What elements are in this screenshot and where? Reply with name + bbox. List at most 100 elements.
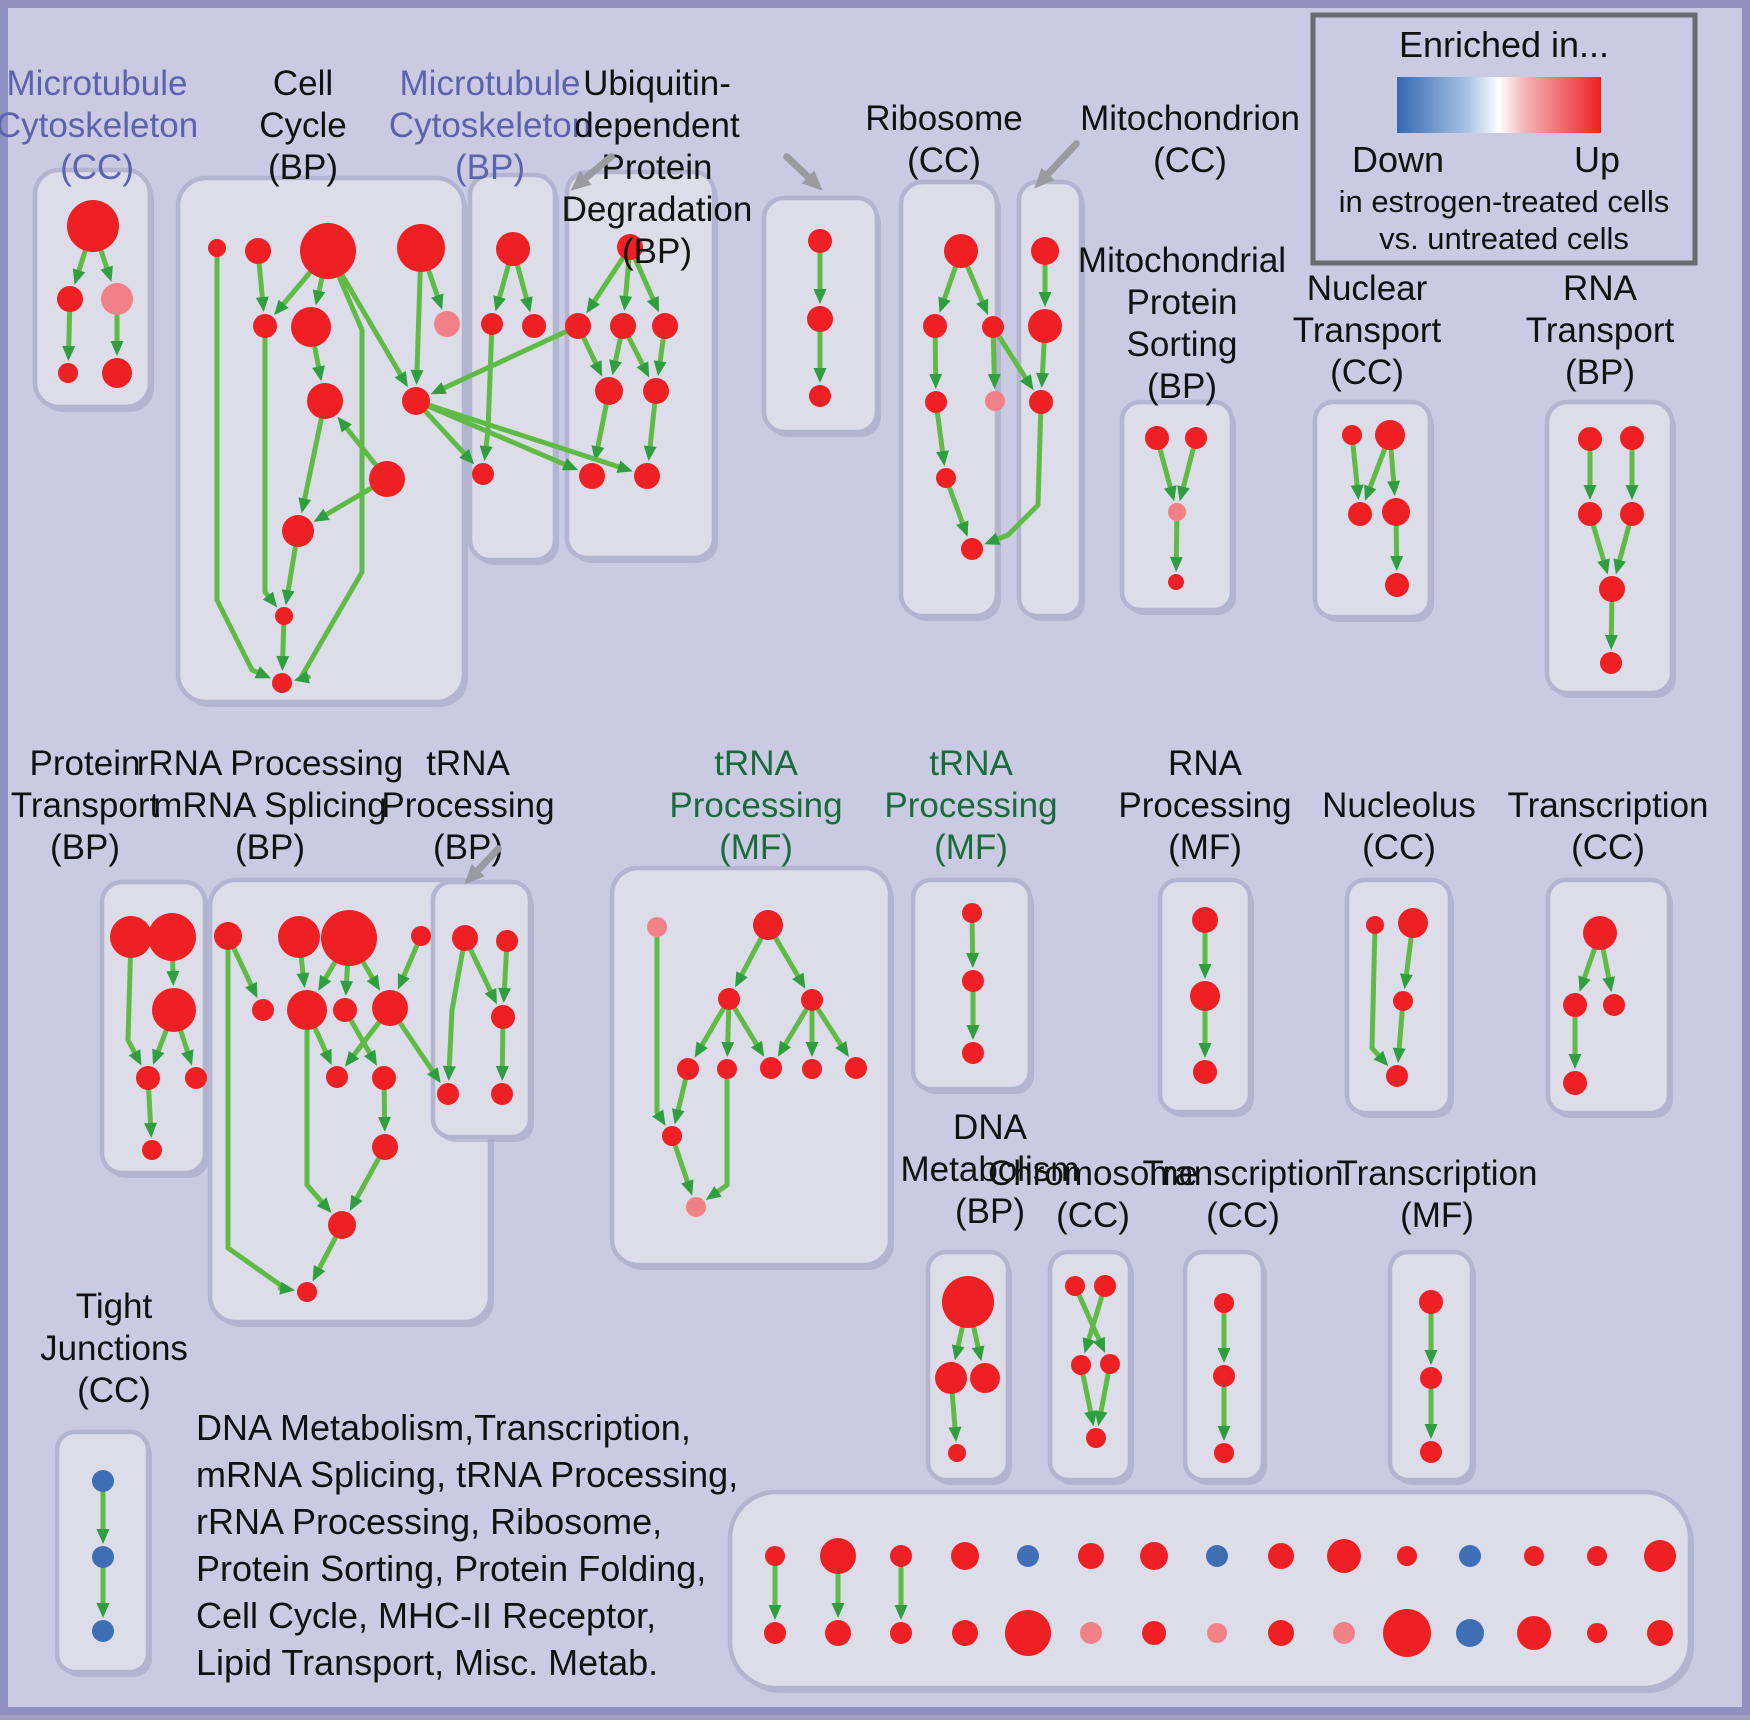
go-term-node-rna_tr.a [1578, 427, 1602, 451]
legend-up-label: Up [1574, 139, 1620, 180]
go-term-node-nuc_tr.d [1382, 498, 1410, 526]
go-term-node-mps.p [1168, 503, 1186, 521]
go-term-node-chromosome.d [1100, 1354, 1120, 1374]
go-term-node-trna_mf1.mr [801, 989, 823, 1011]
go-term-node-trna_bp.bl [437, 1083, 459, 1105]
go-term-node-nuc_tr.b [1375, 420, 1405, 450]
edge-line [1399, 1012, 1402, 1048]
go-term-node-cell_cycle.c2 [245, 238, 271, 264]
go-term-node-rrna.g [372, 1134, 398, 1160]
go-term-node-chromosome.e [1086, 1428, 1106, 1448]
go-term-node-tr_cc2.c [1603, 994, 1625, 1016]
edge-line [952, 1395, 955, 1427]
edge-line [1176, 522, 1177, 557]
go-term-node-tight_j.b [92, 1546, 114, 1568]
go-term-node-ubiq.z1 [579, 463, 605, 489]
edge-line [315, 348, 319, 367]
go-term-node-mps.c [1168, 574, 1184, 590]
go-term-node-rrna.i [297, 1282, 317, 1302]
go-term-node-cell_cycle.c9 [282, 515, 314, 547]
strip-node-bottom-4 [1005, 1610, 1051, 1656]
go-term-node-cell_cycle.c6 [291, 307, 331, 347]
edge-line [728, 1011, 729, 1042]
cluster-box-nuc_tr [1315, 402, 1430, 617]
go-term-node-rrna.e4 [372, 990, 408, 1026]
go-term-node-tr_mf.a [1419, 1290, 1443, 1314]
strip-node-top-3 [951, 1542, 979, 1570]
strip-node-top-10 [1397, 1546, 1417, 1566]
go-term-node-rrna.e2 [287, 990, 327, 1030]
go-term-node-rrna.a [214, 922, 242, 950]
strip-node-top-4 [1017, 1545, 1039, 1567]
go-term-node-tr_cc2.b [1563, 993, 1587, 1017]
strip-node-top-7 [1206, 1545, 1228, 1567]
strip-node-top-11 [1459, 1545, 1481, 1567]
go-term-node-tr_cc3.b [1213, 1365, 1235, 1387]
go-term-node-trna_mf1.b2 [717, 1059, 737, 1079]
go-term-node-rrna.f1 [326, 1066, 348, 1088]
go-term-node-rrna.c [321, 910, 377, 966]
edge-line [259, 265, 262, 297]
go-term-node-chain.c [809, 385, 831, 407]
strip-node-bottom-3 [952, 1620, 978, 1646]
go-term-node-chain.a [808, 229, 832, 253]
edge-line [283, 626, 284, 656]
go-term-node-trna_mf1.b4 [802, 1059, 822, 1079]
go-term-node-tight_j.a [92, 1470, 114, 1492]
go-term-node-trna_bp.t2 [496, 930, 518, 952]
go-term-node-tr_cc3.a [1214, 1293, 1234, 1313]
legend-down-label: Down [1352, 139, 1444, 180]
go-term-node-cell_cycle.cp [434, 311, 460, 337]
go-term-node-mt_cc.b [57, 286, 83, 312]
go-term-node-ribosome.rb [982, 316, 1004, 338]
go-term-node-rna_tr.b [1620, 426, 1644, 450]
go-term-node-nucleolus.m [1393, 991, 1413, 1011]
go-term-node-rrna.b [278, 916, 320, 958]
go-term-node-cell_cycle.c7 [307, 383, 343, 419]
go-term-node-ubiq.L2 [643, 378, 669, 404]
edge-line [265, 339, 268, 596]
strip-node-top-8 [1268, 1543, 1294, 1569]
go-term-node-ribosome.ra [923, 314, 947, 338]
go-term-node-prot_tr.e [185, 1067, 207, 1089]
edge-line [149, 1091, 151, 1123]
go-term-node-cell_cycle.c10 [275, 607, 293, 625]
go-term-node-ubiq.z2 [634, 463, 660, 489]
strip-node-bottom-9 [1333, 1622, 1355, 1644]
go-term-node-mt_cc.a [67, 200, 119, 252]
go-term-node-trna_mf1.b3 [760, 1057, 782, 1079]
go-term-node-trna_bp.mid [491, 1005, 515, 1029]
go-term-node-ubiq.q2 [610, 313, 636, 339]
go-term-node-mt_bp.m2 [522, 314, 546, 338]
edge-line [993, 339, 994, 374]
go-term-node-prot_tr.b [148, 913, 196, 961]
go-term-node-cell_cycle.c1 [208, 239, 226, 257]
misc-line: rRNA Processing, Ribosome, [196, 1501, 662, 1542]
edge-line [1391, 451, 1393, 481]
cluster-box-misc-strip [730, 1492, 1690, 1688]
go-term-node-rna_tr.d [1620, 502, 1644, 526]
misc-line: Protein Sorting, Protein Folding, [196, 1548, 706, 1589]
edge-line [660, 340, 663, 361]
strip-node-bottom-7 [1207, 1623, 1227, 1643]
go-term-node-rrna.e3 [333, 998, 357, 1022]
go-term-node-cell_cycle.c11 [272, 673, 292, 693]
go-term-node-trna_mf1.bp [686, 1197, 706, 1217]
go-term-node-ribosome.rz [961, 538, 983, 560]
go-term-node-cell_cycle.c8 [369, 461, 405, 497]
strip-node-top-1 [820, 1538, 856, 1574]
go-term-node-trna_mf1.b5 [845, 1057, 867, 1079]
go-term-node-nucleolus.z [1386, 1065, 1408, 1087]
go-term-node-nucleolus.b [1398, 908, 1428, 938]
go-term-node-prot_tr.c [152, 988, 196, 1032]
go-term-node-trna_mf2.c [962, 1042, 984, 1064]
strip-node-top-0 [765, 1546, 785, 1566]
go-term-node-rrna.e1 [252, 999, 274, 1021]
strip-node-top-12 [1524, 1546, 1544, 1566]
go-term-node-rna_mf.c [1193, 1060, 1217, 1084]
go-term-node-mt_cc.d [58, 363, 78, 383]
strip-node-bottom-1 [825, 1620, 851, 1646]
go-term-node-rrna.h [328, 1211, 356, 1239]
go-term-node-prot_tr.f [142, 1140, 162, 1160]
